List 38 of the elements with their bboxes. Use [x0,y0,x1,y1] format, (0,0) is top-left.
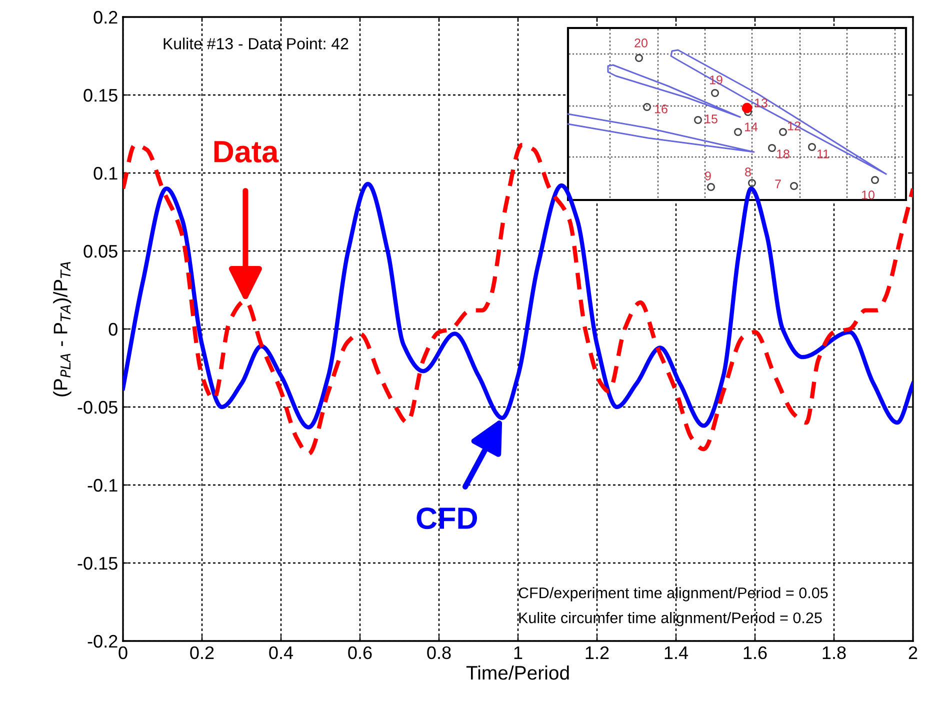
x-tick-label: 1 [514,646,522,659]
x-tick-label: 0.2 [190,646,214,660]
annotation: 11 [817,150,829,158]
y-tick-label: -0.2 [88,634,118,648]
x-tick-label: 2 [908,646,918,659]
x-tick-label: 1.8 [822,646,846,660]
y-tick-label: -0.05 [78,400,118,414]
annotation: CFD/experiment time alignment/Period = 0.05 [518,587,828,602]
annotation: Kulite circumfer time alignment/Period = 0.25 [519,612,822,626]
y-tick-label: 0.15 [84,88,118,102]
y-tick-label: 0.2 [94,10,118,24]
annotation: 15 [705,114,718,124]
annotation: Data [214,141,279,162]
annotation: 9 [705,172,711,180]
annotation: 10 [862,190,874,200]
x-tick-label: 1.6 [744,646,767,660]
annotation: 14 [745,122,758,132]
annotation: 13 [755,98,768,108]
annotation: 16 [655,104,668,114]
y-tick-label: -0.1 [88,478,118,492]
y-tick-label: 0.05 [84,244,118,258]
y-tick-label: -0.15 [78,556,118,570]
x-tick-label: 0.6 [348,646,372,660]
annotation: 18 [777,150,790,158]
x-tick-label: 0 [118,646,128,660]
annotation: 20 [634,38,648,48]
x-tick-label: 0.8 [427,646,451,660]
annotation: Kulite #13 - Data Point: 42 [164,38,348,50]
y-tick-label: 0 [108,322,118,336]
annotation: 8 [745,168,751,176]
x-tick-label: 0.4 [269,646,294,660]
x-axis-title: Time/Period [466,665,569,680]
y-tick-label: 0.1 [94,166,118,180]
x-tick-label: 1.4 [664,646,688,659]
annotation: 7 [775,180,781,188]
annotation: CFD [416,507,478,530]
y-axis-title: (P$_{PLA}$ - P$_{TA}$)/P$_{TA}$ [53,262,72,396]
x-tick-label: 1.2 [586,646,609,659]
